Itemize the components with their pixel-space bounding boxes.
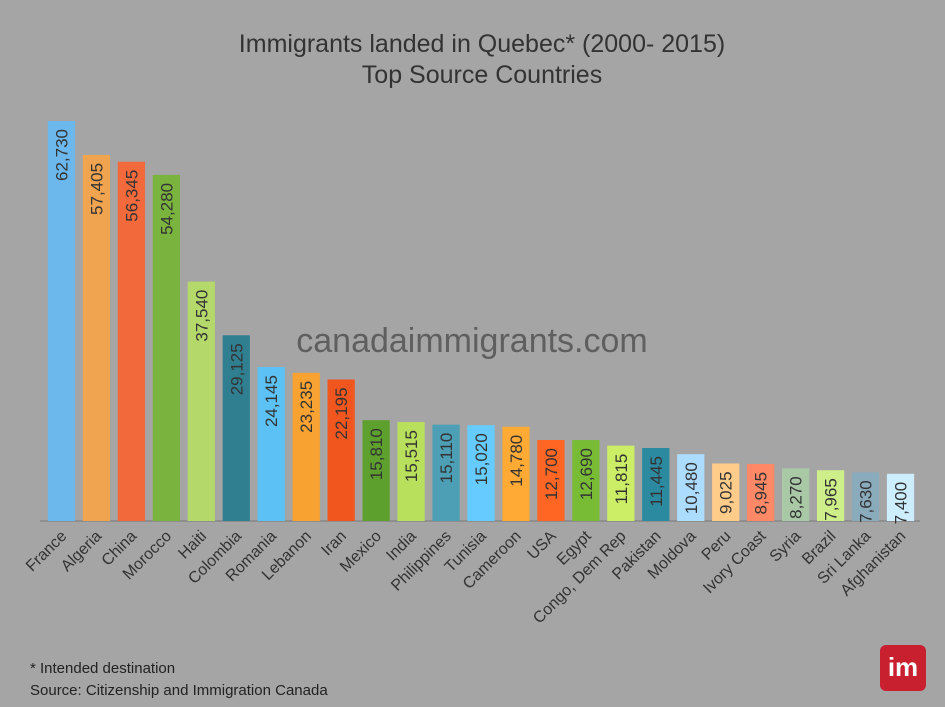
bar	[222, 335, 250, 521]
value-label: 11,445	[647, 456, 666, 507]
chart-subtitle: Top Source Countries	[362, 61, 602, 89]
bar	[642, 448, 670, 521]
bar	[257, 367, 285, 521]
value-label: 23,235	[297, 381, 316, 433]
footnote: Source: Citizenship and Immigration Cana…	[30, 682, 328, 699]
bar	[292, 372, 320, 521]
bar	[82, 154, 111, 521]
bar	[432, 424, 460, 521]
bar	[152, 174, 180, 521]
value-label: 15,020	[472, 433, 491, 485]
value-label: 12,700	[542, 448, 561, 500]
value-label: 37,540	[192, 290, 211, 342]
chart-title: Immigrants landed in Quebec* (2000- 2015…	[239, 30, 725, 58]
value-label: 15,810	[367, 428, 386, 480]
value-label: 22,195	[332, 387, 351, 439]
value-label: 8,270	[787, 476, 806, 519]
bar	[712, 463, 740, 521]
bar	[607, 445, 635, 521]
bar	[397, 422, 425, 521]
value-label: 9,025	[717, 471, 736, 514]
bar	[747, 463, 775, 521]
value-label: 29,125	[227, 343, 246, 395]
value-label: 10,480	[682, 462, 701, 514]
logo-badge	[880, 645, 926, 691]
value-label: 12,690	[577, 448, 596, 500]
value-label: 7,630	[857, 480, 876, 523]
footnote: * Intended destination	[30, 660, 175, 677]
bar	[502, 426, 530, 521]
bar	[537, 440, 565, 521]
value-label: 62,730	[52, 129, 71, 181]
bar	[47, 121, 76, 521]
bar	[327, 379, 355, 521]
bar	[187, 281, 215, 521]
bar	[117, 161, 146, 521]
value-label: 57,405	[87, 163, 106, 215]
value-label: 15,110	[437, 433, 456, 484]
value-label: 14,780	[507, 435, 526, 487]
bar	[572, 440, 600, 521]
value-label: 11,815	[612, 454, 631, 505]
value-label: 8,945	[752, 472, 771, 515]
bar	[816, 470, 845, 521]
value-label: 7,400	[892, 482, 911, 525]
value-label: 15,515	[402, 430, 421, 482]
bar	[851, 472, 880, 521]
value-label: 7,965	[822, 478, 841, 521]
bar	[362, 420, 390, 521]
value-label: 56,345	[122, 170, 141, 222]
bar	[467, 425, 495, 521]
bar	[782, 468, 810, 521]
value-label: 24,145	[262, 375, 281, 427]
bar	[886, 473, 915, 521]
value-label: 54,280	[157, 183, 176, 235]
bar	[677, 454, 705, 521]
logo: im	[888, 652, 918, 682]
watermark: canadaimmigrants.com	[296, 322, 647, 360]
